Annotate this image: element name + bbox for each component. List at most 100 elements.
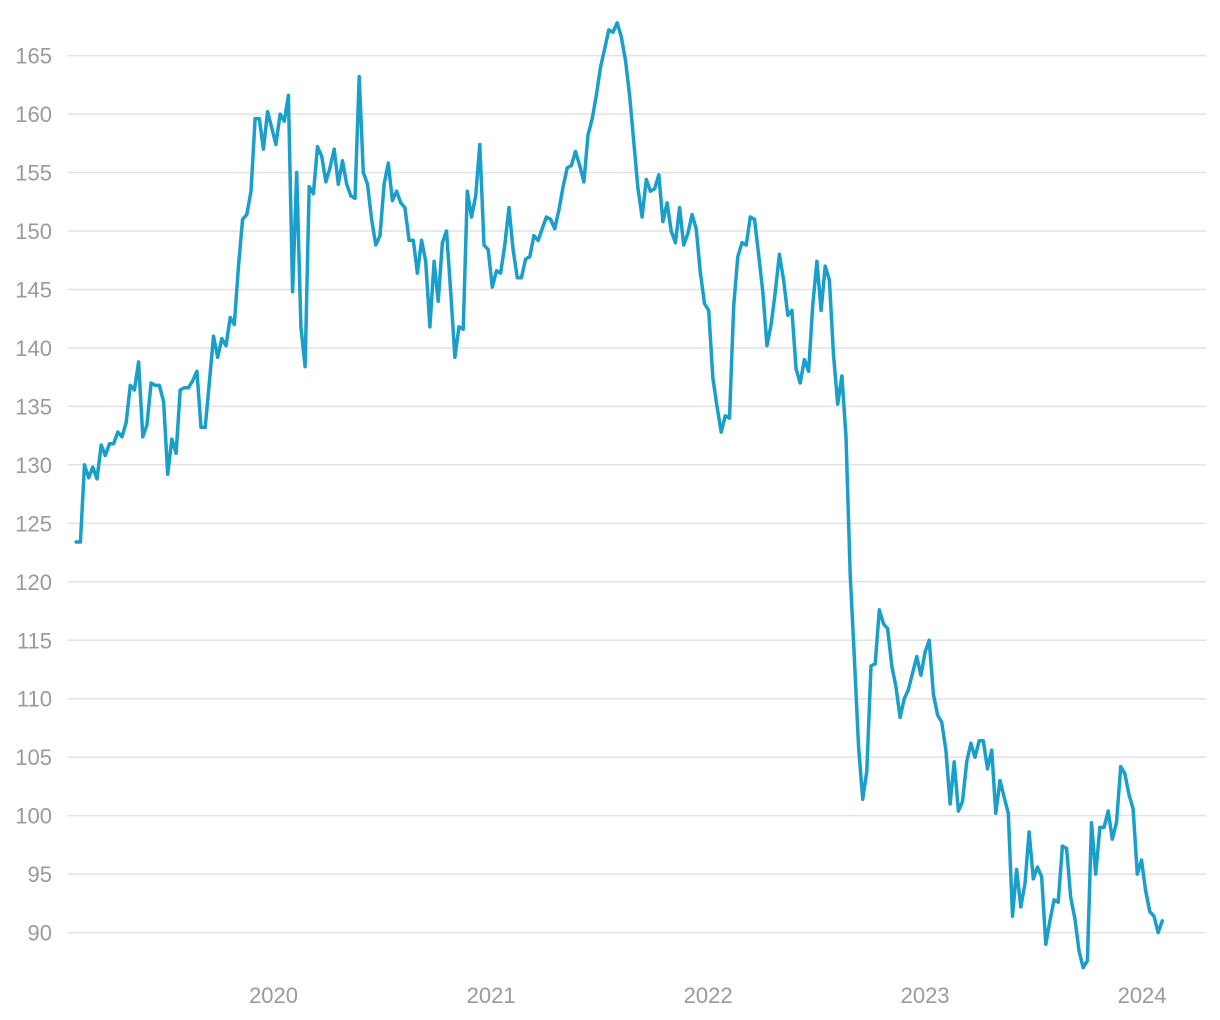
data-point (653, 187, 657, 191)
data-point (578, 163, 582, 168)
data-point (1106, 809, 1110, 813)
data-point (461, 327, 465, 331)
x-tick-label: 2020 (249, 983, 298, 1008)
data-point (395, 189, 399, 193)
data-point (802, 358, 807, 362)
data-point (374, 243, 378, 247)
data-point (690, 213, 694, 217)
data-point (632, 140, 636, 144)
data-point (856, 743, 861, 748)
data-point (1069, 895, 1073, 900)
data-point (1023, 881, 1027, 886)
series-group (74, 21, 1165, 970)
data-point (1040, 874, 1044, 879)
data-point (357, 75, 361, 79)
data-point (353, 196, 357, 200)
data-point (149, 381, 153, 385)
data-point (619, 35, 623, 39)
data-point (465, 189, 469, 193)
data-point (665, 201, 669, 205)
data-point (1019, 905, 1023, 909)
data-point (544, 215, 549, 219)
series-line (74, 21, 1165, 970)
data-point (191, 379, 195, 383)
data-point (836, 402, 840, 406)
data-point (203, 425, 207, 429)
data-point (315, 145, 320, 149)
data-point (1006, 811, 1010, 815)
data-point (1119, 765, 1123, 769)
y-tick-label: 95 (28, 862, 52, 887)
data-point (299, 325, 303, 329)
data-point (503, 243, 507, 247)
data-point (78, 540, 82, 544)
data-point (1160, 919, 1164, 923)
data-point (1098, 825, 1102, 830)
data-point (469, 215, 474, 219)
data-point (399, 201, 403, 205)
data-point (603, 47, 607, 51)
data-point (648, 189, 653, 193)
data-point (166, 472, 170, 476)
data-point (565, 166, 569, 170)
data-point (1027, 830, 1031, 834)
data-point (216, 355, 220, 359)
x-tick-label: 2023 (901, 983, 950, 1008)
data-point (1114, 821, 1119, 825)
data-point (886, 627, 890, 631)
data-point (232, 322, 236, 327)
x-tick-label: 2024 (1118, 983, 1167, 1008)
data-point (977, 739, 981, 743)
data-point (282, 119, 286, 123)
data-point (403, 206, 407, 210)
data-point (1156, 931, 1160, 935)
data-point (1127, 793, 1131, 797)
data-point (157, 383, 161, 387)
data-point (707, 308, 711, 313)
data-point (569, 163, 574, 168)
data-point (365, 182, 370, 186)
data-point (865, 769, 869, 773)
y-tick-label: 110 (17, 687, 52, 712)
data-point (990, 748, 994, 752)
data-point (361, 170, 365, 175)
data-point (220, 337, 224, 341)
y-tick-label: 115 (17, 628, 52, 653)
data-point (324, 180, 328, 184)
data-point (474, 194, 478, 198)
data-point (178, 388, 182, 392)
data-point (249, 189, 253, 193)
data-point (1077, 949, 1081, 953)
data-point (107, 442, 112, 446)
data-point (494, 269, 499, 273)
data-point (777, 252, 782, 256)
data-point (311, 192, 315, 196)
data-point (956, 809, 961, 813)
data-point (561, 185, 565, 189)
y-tick-label: 120 (15, 570, 52, 595)
data-point (120, 435, 124, 439)
data-point (807, 369, 811, 373)
data-point (270, 126, 274, 130)
data-point (207, 381, 211, 385)
data-point (415, 271, 419, 275)
data-point (557, 208, 561, 212)
y-tick-label: 140 (15, 336, 52, 361)
data-point (906, 687, 911, 692)
data-point (590, 117, 594, 121)
data-point (549, 217, 553, 221)
data-point (137, 360, 141, 364)
data-point (790, 308, 794, 313)
data-point (636, 187, 640, 191)
data-point (994, 811, 998, 815)
data-point (769, 322, 773, 327)
data-point (245, 213, 249, 217)
data-point (827, 278, 832, 282)
data-point (1002, 795, 1006, 799)
data-point (1089, 821, 1094, 825)
data-point (424, 259, 428, 263)
data-point (682, 243, 686, 247)
data-point (199, 425, 203, 429)
data-point (1139, 858, 1144, 862)
